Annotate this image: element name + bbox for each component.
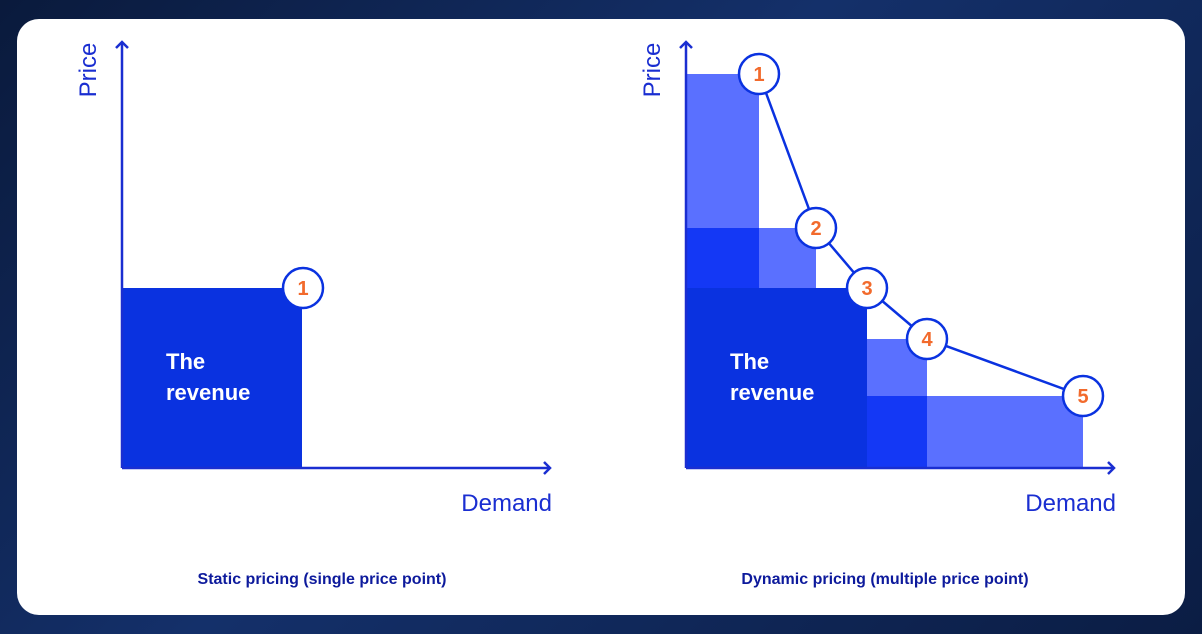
dynamic-pricing-caption: Dynamic pricing (multiple price point) — [741, 571, 1029, 588]
dynamic-y-axis-label: Price — [639, 43, 666, 98]
static-revenue-label-line1: The — [166, 349, 205, 374]
dynamic-price-point-label-1: 1 — [753, 64, 764, 86]
dynamic-x-axis-label: Demand — [1025, 490, 1116, 517]
dynamic-price-point-marker-1: 1 — [737, 52, 781, 96]
static-y-axis-label: Price — [75, 43, 102, 98]
dynamic-price-point-label-2: 2 — [810, 218, 821, 240]
static-price-point-label: 1 — [297, 278, 308, 300]
dynamic-price-point-marker-2: 2 — [794, 206, 838, 250]
static-pricing-caption: Static pricing (single price point) — [197, 571, 447, 588]
dynamic-overlap-block-right — [867, 396, 927, 468]
dynamic-price-point-marker-4: 4 — [905, 317, 949, 361]
static-price-point-marker: 1 — [281, 266, 325, 310]
static-x-axis-label: Demand — [461, 490, 552, 517]
static-revenue-label-line2: revenue — [166, 380, 250, 405]
dynamic-price-point-marker-3: 3 — [845, 266, 889, 310]
dynamic-overlap-block-left — [687, 228, 759, 288]
dynamic-price-point-marker-5: 5 — [1061, 374, 1105, 418]
dynamic-pricing-panel: Price Demand The revenue 1 2 3 4 5 — [639, 40, 1116, 517]
static-pricing-panel: Price Demand The revenue 1 — [75, 40, 552, 517]
static-revenue-block — [123, 288, 302, 468]
dynamic-price-point-label-3: 3 — [861, 278, 872, 300]
dynamic-revenue-label-line2: revenue — [730, 380, 814, 405]
dynamic-block-price-5 — [927, 396, 1083, 468]
dynamic-revenue-block — [687, 288, 867, 468]
dynamic-price-point-label-5: 5 — [1077, 386, 1088, 408]
dynamic-revenue-label-line1: The — [730, 349, 769, 374]
dynamic-price-point-label-4: 4 — [921, 329, 933, 351]
